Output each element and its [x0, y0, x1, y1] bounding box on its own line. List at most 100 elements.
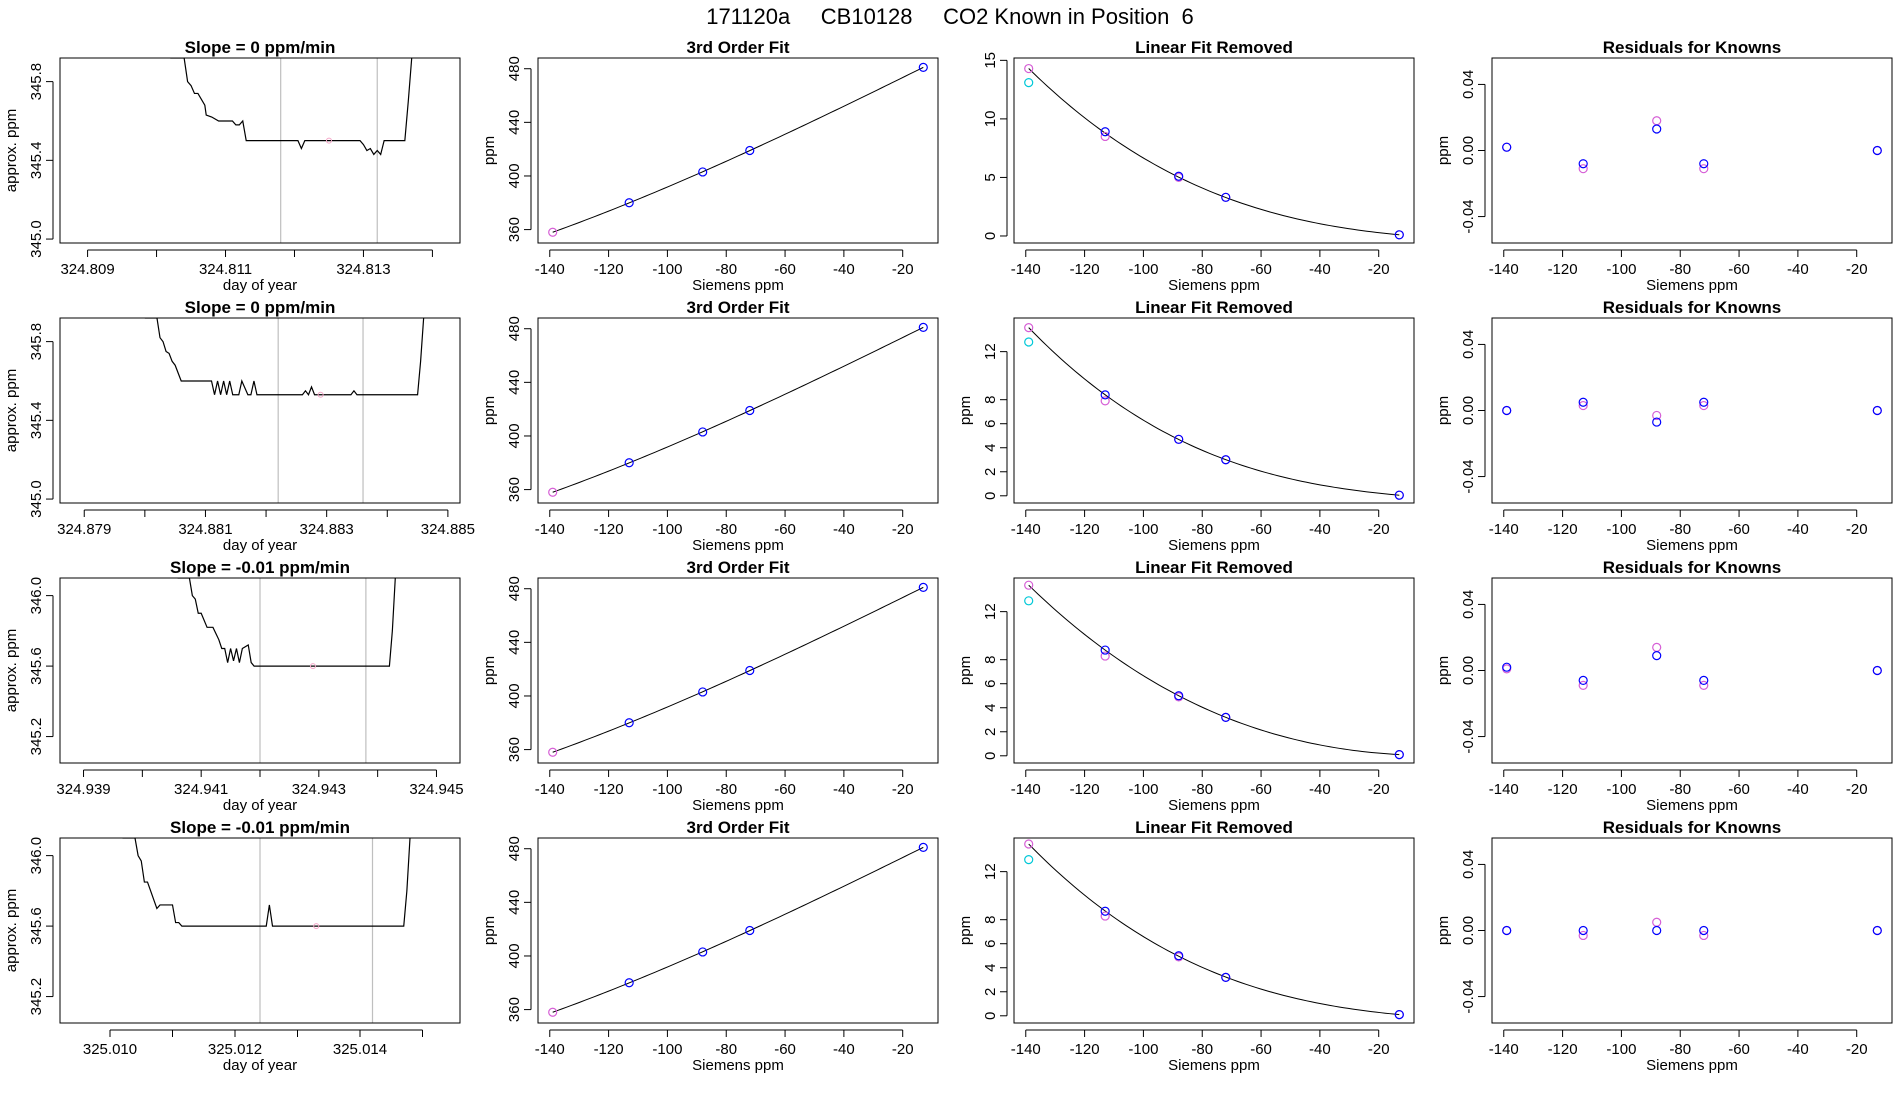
x-tick-label: -120	[1548, 1041, 1578, 1058]
x-tick-label: -20	[1846, 521, 1868, 538]
x-tick-label: -60	[1728, 521, 1750, 538]
data-point	[1699, 675, 1709, 686]
x-tick-label: -80	[1191, 781, 1213, 798]
panel-title: 3rd Order Fit	[687, 298, 790, 317]
x-tick-label: -120	[594, 1041, 624, 1058]
data-point	[1578, 675, 1588, 686]
y-tick-label: -0.04	[1460, 979, 1477, 1013]
data-point	[548, 1007, 558, 1017]
x-tick-label: -20	[1368, 521, 1390, 538]
data-point	[1221, 972, 1231, 982]
data-point	[698, 687, 708, 697]
y-axis-label: ppm	[481, 916, 498, 945]
x-tick-label: 324.945	[409, 781, 463, 798]
y-tick-label: 440	[506, 630, 523, 655]
fit-curve	[1028, 843, 1400, 1016]
data-point	[1394, 1009, 1404, 1020]
data-point	[624, 458, 634, 468]
y-tick-label: 2	[982, 988, 999, 996]
panel-r1-c3: -140 -120 -100 -80 -60 -40 -20 0 5 10 15 Linear Fit…	[982, 38, 1415, 294]
x-tick-label: -100	[652, 1041, 682, 1058]
x-tick-label: -20	[892, 781, 914, 798]
x-tick-label: -140	[1489, 521, 1519, 538]
data-point	[1652, 642, 1662, 652]
plot-area	[548, 582, 928, 757]
data-point	[1652, 651, 1662, 661]
plot-area	[1502, 917, 1882, 941]
x-tick-label: -40	[1787, 1041, 1809, 1058]
x-tick-label: 325.014	[333, 1041, 387, 1058]
x-tick-label: -20	[1368, 1041, 1390, 1058]
y-tick-label: -0.04	[1460, 719, 1477, 753]
x-tick-label: -120	[1548, 521, 1578, 538]
y-tick-label: 12	[982, 343, 999, 360]
x-tick-label: 324.941	[174, 781, 228, 798]
x-tick-label: -60	[1250, 1041, 1272, 1058]
panel-title: Residuals for Knowns	[1603, 298, 1782, 317]
data-point	[1024, 580, 1034, 590]
data-point	[1578, 397, 1588, 407]
x-axis-label: day of year	[223, 797, 297, 814]
data-point	[624, 718, 634, 728]
x-tick-label: -120	[1070, 781, 1100, 798]
data-point	[1578, 400, 1588, 411]
y-tick-label: 345.4	[28, 402, 45, 440]
x-tick-label: 324.939	[56, 781, 110, 798]
plot-area	[1502, 642, 1882, 690]
y-tick-label: 480	[506, 576, 523, 601]
data-point	[1699, 159, 1709, 169]
x-tick-label: -60	[1728, 781, 1750, 798]
y-axis-label: ppm	[1435, 136, 1452, 165]
data-point	[698, 427, 708, 437]
panel-title: Slope = 0 ppm/min	[185, 38, 336, 57]
y-tick-label: 12	[982, 603, 999, 620]
data-point	[1872, 665, 1882, 676]
y-tick-label: 345.0	[28, 220, 45, 258]
data-point	[745, 665, 755, 676]
plot-area	[122, 838, 411, 1023]
x-tick-label: 324.813	[336, 261, 390, 278]
data-point	[1394, 749, 1404, 760]
y-tick-label: 8	[982, 656, 999, 664]
x-tick-label: -120	[1070, 1041, 1100, 1058]
y-tick-label: 400	[506, 423, 523, 448]
x-tick-label: -80	[715, 261, 737, 278]
x-tick-label: -60	[774, 1041, 796, 1058]
x-tick-label: 324.885	[421, 521, 475, 538]
x-tick-label: -120	[594, 781, 624, 798]
fit-curve	[552, 846, 924, 1013]
x-tick-label: -60	[1728, 261, 1750, 278]
data-point	[1699, 400, 1709, 411]
x-tick-label: -100	[1606, 521, 1636, 538]
data-point	[1024, 323, 1034, 333]
y-axis-label: ppm	[481, 656, 498, 685]
plot-area	[1502, 116, 1882, 174]
y-axis-label: ppm	[481, 136, 498, 165]
x-tick-label: -100	[652, 261, 682, 278]
y-tick-label: 400	[506, 163, 523, 188]
data-point	[1872, 925, 1882, 936]
x-tick-label: 325.012	[208, 1041, 262, 1058]
x-axis-label: Siemens ppm	[1168, 1057, 1260, 1074]
x-tick-label: -20	[1846, 261, 1868, 278]
x-axis-label: Siemens ppm	[1168, 537, 1260, 554]
data-point	[1652, 410, 1662, 421]
panel-title: Slope = 0 ppm/min	[185, 298, 336, 317]
data-point	[624, 978, 634, 988]
data-point	[1100, 906, 1110, 916]
x-tick-label: -140	[1011, 521, 1041, 538]
data-point	[548, 747, 558, 757]
plot-area	[548, 322, 928, 497]
data-point	[1024, 855, 1034, 865]
x-tick-label: 324.809	[60, 261, 114, 278]
y-tick-label: 2	[982, 468, 999, 476]
data-point	[1024, 337, 1034, 347]
x-tick-label: -80	[1669, 781, 1691, 798]
x-tick-label: -60	[1250, 781, 1272, 798]
y-tick-label: 4	[982, 444, 999, 452]
trace-line	[144, 318, 425, 396]
plot-area	[1502, 397, 1882, 427]
plot-area	[548, 842, 928, 1017]
panel-r1-c4: -140 -120 -100 -80 -60 -40 -20 -0.04 0.00 0.04 Res…	[1435, 38, 1893, 294]
fit-curve	[1028, 584, 1400, 756]
